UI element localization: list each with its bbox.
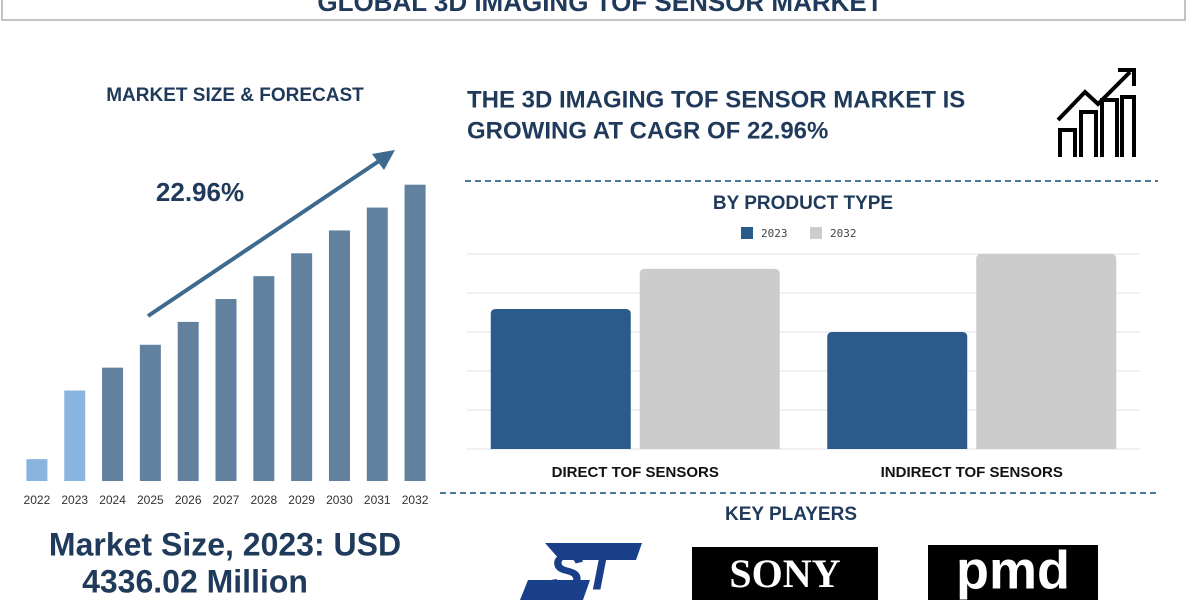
bar: [215, 299, 237, 481]
market-size: Market Size, 2023: USD: [49, 526, 401, 562]
logo-text: pmd: [956, 540, 1070, 600]
legend-label: 2023: [761, 227, 788, 240]
chart-title: BY PRODUCT TYPE: [713, 193, 893, 214]
x-tick-label: 2022: [24, 493, 51, 507]
trend-arrow-head: [372, 150, 395, 170]
bar: [328, 230, 350, 481]
x-tick-label: DIRECT TOF SENSORS: [552, 464, 719, 481]
legend-swatch: [810, 227, 822, 239]
x-tick-label: 2027: [213, 493, 240, 507]
x-tick-label: 2030: [326, 493, 353, 507]
section-heading: KEY PLAYERS: [725, 504, 857, 525]
bar: [177, 321, 199, 481]
bar: [827, 332, 968, 449]
bar: [253, 276, 275, 481]
logo-text: SONY: [729, 551, 840, 596]
bar: [639, 268, 780, 449]
logo-shape: [520, 543, 642, 600]
bar: [976, 254, 1117, 449]
section-heading: MARKET SIZE & FORECAST: [106, 85, 364, 106]
bar: [404, 184, 426, 481]
st-logo: ST: [520, 543, 642, 600]
x-tick-label: 2028: [250, 493, 277, 507]
bar: [366, 207, 388, 481]
bar: [291, 253, 313, 481]
x-tick-label: 2023: [61, 493, 88, 507]
x-tick-label: 2026: [175, 493, 202, 507]
x-tick-label: INDIRECT TOF SENSORS: [881, 464, 1063, 481]
x-tick-label: 2032: [402, 493, 429, 507]
x-tick-label: 2025: [137, 493, 164, 507]
annotation: 22.96%: [156, 177, 244, 207]
page-title: GLOBAL 3D IMAGING TOF SENSOR MARKET: [317, 0, 882, 17]
logo-box: [928, 545, 1098, 600]
x-tick-label: 2024: [99, 493, 126, 507]
logo-box: [692, 547, 878, 600]
bar: [64, 390, 86, 481]
legend-label: 2032: [830, 227, 857, 240]
market-size: 4336.02 Million: [82, 563, 308, 599]
headline: GROWING AT CAGR OF 22.96%: [467, 117, 828, 144]
title-box: [1, 0, 1186, 21]
x-tick-label: 2031: [364, 493, 391, 507]
bar: [139, 344, 161, 481]
x-tick-label: 2029: [288, 493, 315, 507]
trend-arrow: [146, 155, 387, 318]
bar: [26, 459, 48, 481]
bar: [102, 367, 124, 481]
bar: [490, 308, 631, 449]
headline: THE 3D IMAGING TOF SENSOR MARKET IS: [467, 86, 965, 113]
logo-text: ST: [549, 544, 620, 600]
growth-icon: [1056, 68, 1136, 157]
legend-swatch: [741, 227, 753, 239]
